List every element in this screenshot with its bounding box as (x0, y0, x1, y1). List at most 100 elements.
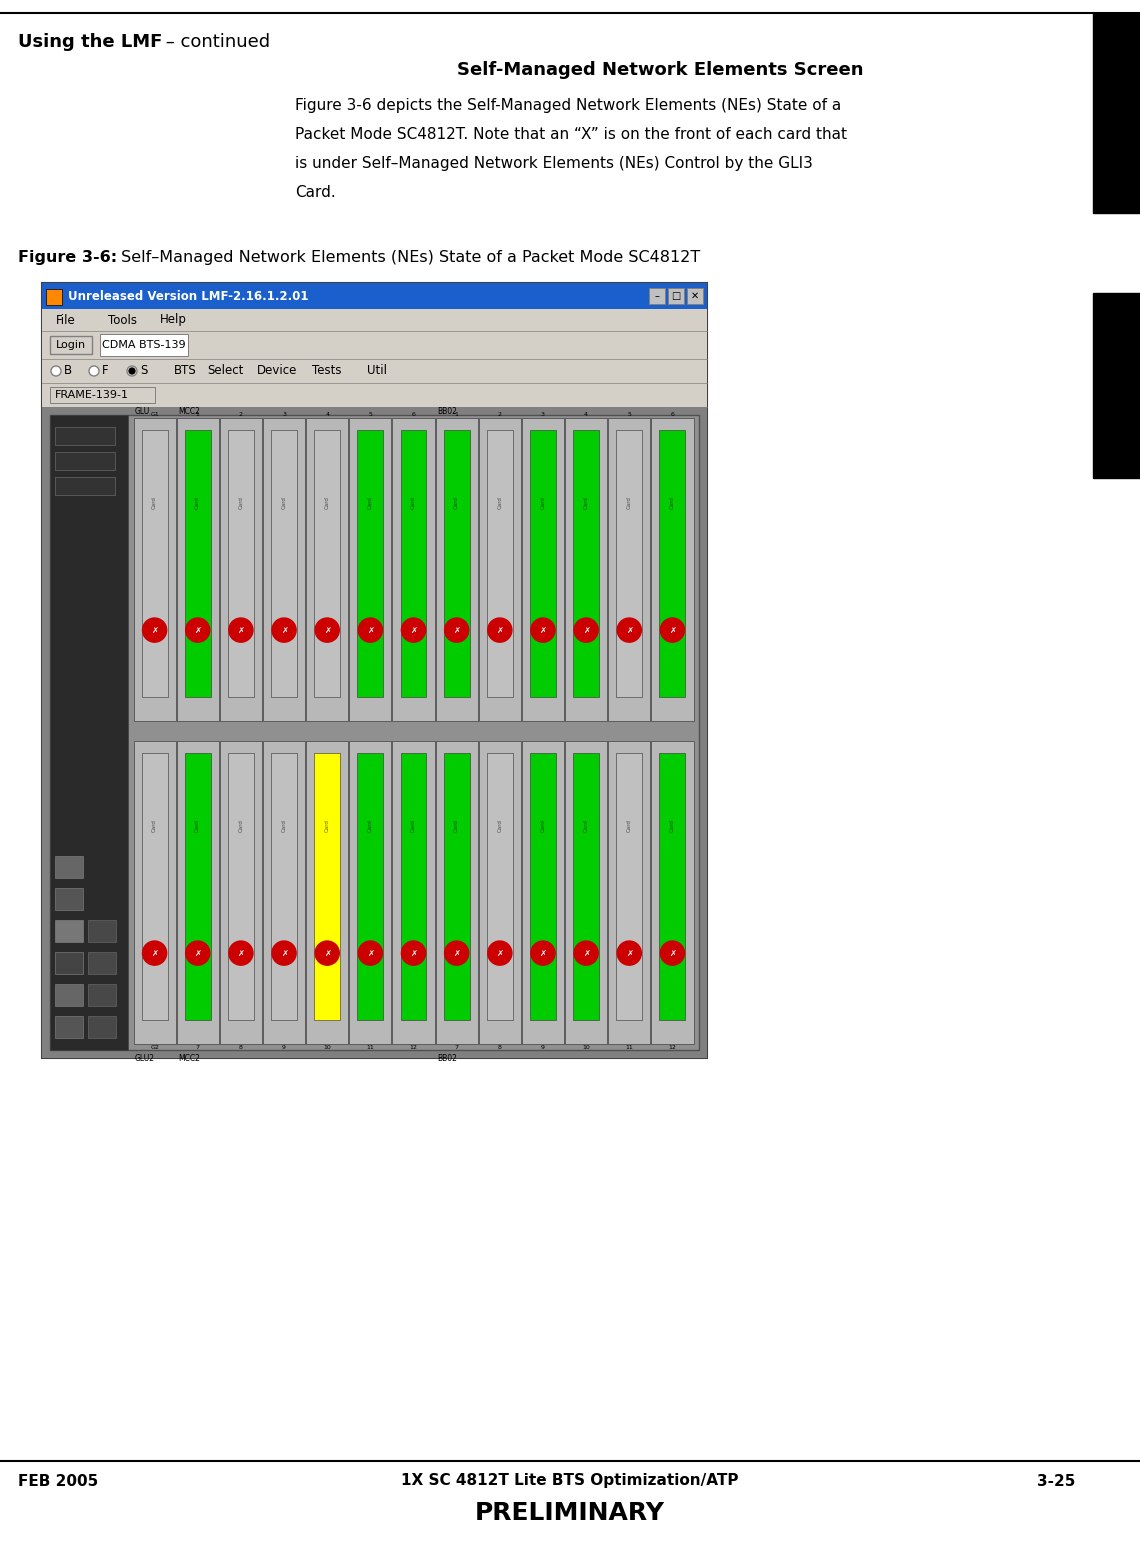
Bar (573, 430, 598, 697)
Bar (42, 309, 707, 332)
Bar (263, 741, 306, 1045)
Text: Card: Card (627, 819, 632, 832)
Bar (88, 920, 116, 941)
Text: Self–Managed Network Elements (NEs) State of a Packet Mode SC4812T: Self–Managed Network Elements (NEs) Stat… (116, 250, 700, 265)
Text: 6: 6 (412, 412, 415, 417)
Bar (659, 753, 685, 1020)
Text: 7: 7 (196, 1045, 200, 1049)
Text: Device: Device (256, 364, 298, 378)
Bar (55, 856, 83, 878)
Text: Packet Mode SC4812T. Note that an “X” is on the front of each card that: Packet Mode SC4812T. Note that an “X” is… (295, 127, 847, 142)
Text: Card: Card (497, 497, 503, 509)
Bar (565, 418, 608, 721)
Bar (50, 415, 128, 1049)
Bar (141, 430, 168, 697)
Bar (185, 430, 211, 697)
Bar (522, 741, 564, 1045)
Circle shape (531, 941, 555, 966)
Bar (668, 289, 684, 304)
Bar (659, 430, 685, 697)
Text: Card: Card (497, 819, 503, 832)
Text: ✗: ✗ (324, 949, 331, 958)
Text: Util: Util (367, 364, 386, 378)
Circle shape (89, 366, 99, 376)
Text: 1: 1 (196, 412, 200, 417)
Bar (392, 741, 434, 1045)
Bar (435, 418, 478, 721)
Text: ✗: ✗ (152, 625, 158, 634)
Bar (220, 741, 262, 1045)
Bar (133, 741, 176, 1045)
Text: Card: Card (195, 497, 201, 509)
Text: Card: Card (282, 497, 286, 509)
Text: ✗: ✗ (626, 625, 633, 634)
Bar (687, 289, 703, 304)
Bar (55, 477, 115, 495)
Text: FEB 2005: FEB 2005 (18, 1474, 98, 1489)
Circle shape (186, 619, 210, 642)
Circle shape (358, 619, 382, 642)
Text: Self-Managed Network Elements Screen: Self-Managed Network Elements Screen (457, 62, 863, 79)
Text: ✗: ✗ (367, 625, 374, 634)
Text: Figure 3-6:: Figure 3-6: (18, 250, 117, 265)
Circle shape (617, 941, 642, 966)
Bar (42, 332, 707, 360)
Circle shape (531, 619, 555, 642)
Text: –: – (654, 292, 659, 301)
Bar (141, 753, 168, 1020)
Text: Card: Card (152, 497, 157, 509)
Text: 12: 12 (409, 1045, 417, 1049)
Text: 8: 8 (498, 1045, 502, 1049)
Circle shape (358, 941, 382, 966)
Bar (651, 418, 693, 721)
Text: MCC2: MCC2 (178, 407, 200, 417)
Circle shape (575, 941, 599, 966)
Text: ✗: ✗ (194, 625, 202, 634)
Bar (42, 407, 707, 1058)
Text: Unreleased Version LMF-2.16.1.2.01: Unreleased Version LMF-2.16.1.2.01 (68, 290, 309, 302)
Bar (271, 430, 298, 697)
Text: ✗: ✗ (669, 625, 676, 634)
Text: CDMA BTS-139: CDMA BTS-139 (103, 339, 186, 350)
Text: Card: Card (238, 497, 243, 509)
Bar (307, 741, 348, 1045)
Bar (649, 289, 665, 304)
Text: ✗: ✗ (324, 625, 331, 634)
Text: Card: Card (152, 819, 157, 832)
Bar (55, 952, 83, 974)
Text: Card: Card (627, 497, 632, 509)
Bar (42, 282, 707, 1058)
Text: 12: 12 (668, 1045, 676, 1049)
Text: ✗: ✗ (626, 949, 633, 958)
Text: G2: G2 (150, 1045, 158, 1049)
Bar (177, 418, 219, 721)
Text: 1X SC 4812T Lite BTS Optimization/ATP: 1X SC 4812T Lite BTS Optimization/ATP (401, 1474, 739, 1489)
Text: 3: 3 (282, 412, 286, 417)
Circle shape (660, 941, 684, 966)
Text: 11: 11 (366, 1045, 374, 1049)
Text: F: F (101, 364, 108, 378)
Text: Card: Card (412, 819, 416, 832)
Bar (349, 418, 391, 721)
Circle shape (315, 619, 340, 642)
Text: 4: 4 (325, 412, 329, 417)
Text: Using the LMF: Using the LMF (18, 32, 162, 51)
Bar (530, 430, 556, 697)
Text: Card: Card (368, 497, 373, 509)
Text: ✗: ✗ (496, 949, 503, 958)
Bar (315, 753, 340, 1020)
Text: ✗: ✗ (496, 625, 503, 634)
Bar (609, 418, 650, 721)
Circle shape (488, 619, 512, 642)
Text: 3: 3 (542, 412, 545, 417)
Text: PRELIMINARY: PRELIMINARY (475, 1501, 665, 1524)
Bar (400, 430, 426, 697)
Text: 6: 6 (670, 412, 675, 417)
Text: Card: Card (584, 819, 588, 832)
Bar (530, 753, 556, 1020)
Circle shape (401, 941, 425, 966)
Text: G1: G1 (150, 412, 158, 417)
Bar (435, 741, 478, 1045)
Text: Card: Card (454, 819, 459, 832)
Bar (133, 418, 176, 721)
